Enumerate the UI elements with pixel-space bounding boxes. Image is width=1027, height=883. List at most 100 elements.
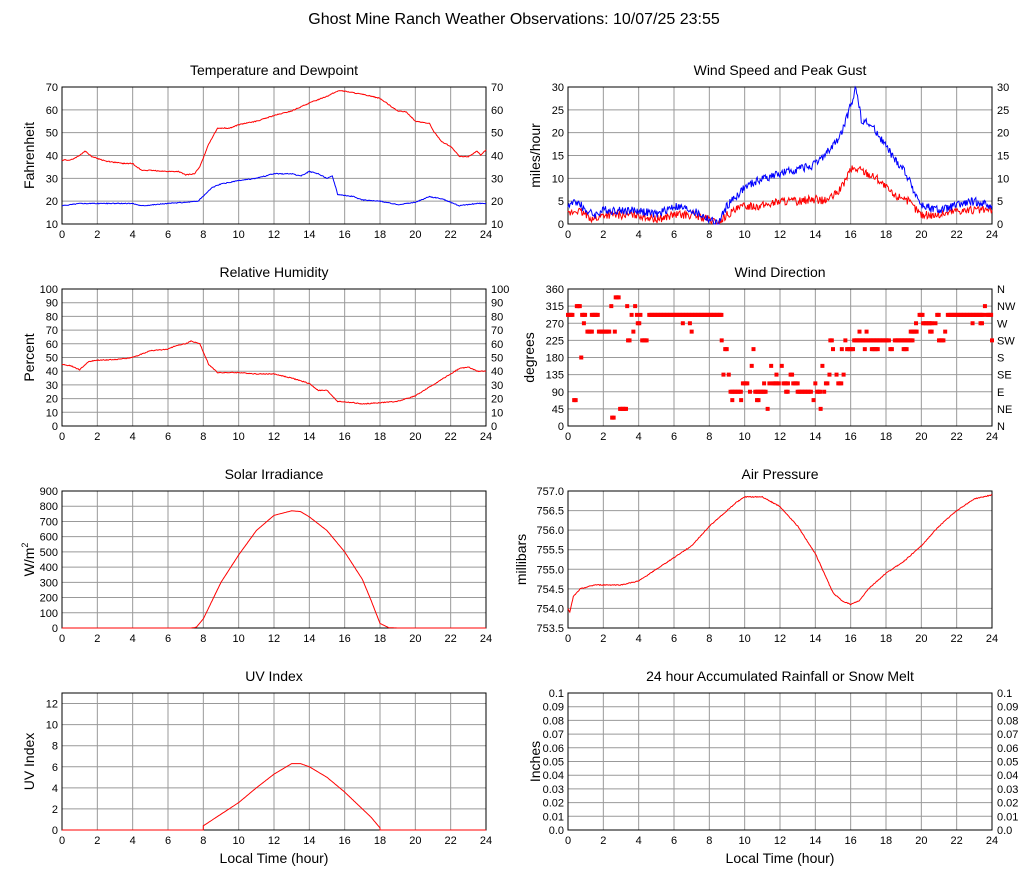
x-tick-label: 2 [94, 633, 100, 645]
direction-point [822, 389, 827, 394]
series-wind-speed [567, 165, 993, 225]
x-tick-label: 12 [268, 633, 280, 645]
direction-point [920, 312, 925, 317]
y-tick-label: 30 [46, 173, 58, 185]
series-dewpoint [61, 170, 487, 207]
x-tick-label: 4 [130, 835, 136, 847]
y-tick-label-right: SW [997, 335, 1015, 347]
y-tick-label: 0.08 [543, 715, 564, 727]
y-tick-label: 500 [40, 547, 58, 559]
direction-point [573, 398, 578, 403]
y-tick-label: 0.05 [543, 757, 564, 769]
x-tick-label: 4 [636, 633, 642, 645]
series-uv-index [62, 763, 486, 831]
x-axis-label: Local Time (hour) [726, 850, 835, 866]
y-tick-label: 40 [46, 366, 58, 378]
y-axis-label: degrees [521, 332, 537, 383]
y-tick-label-right: 20 [997, 128, 1009, 140]
y-tick-label: 20 [46, 196, 58, 208]
x-tick-label: 6 [165, 229, 171, 241]
y-tick-label: 0 [558, 421, 564, 433]
y-tick-label: 40 [46, 151, 58, 163]
y-tick-label: 360 [546, 284, 564, 296]
direction-point [982, 304, 987, 309]
plot-frame [61, 288, 487, 427]
y-tick-label: 755.5 [536, 545, 564, 557]
direction-point [719, 338, 724, 343]
direction-point [634, 312, 639, 317]
x-tick-label: 20 [409, 229, 421, 241]
y-tick-label-right: 0.06 [997, 743, 1018, 755]
x-tick-label: 0 [59, 431, 65, 443]
direction-point [979, 321, 984, 326]
x-tick-label: 2 [600, 633, 606, 645]
direction-point [818, 389, 823, 394]
x-tick-label: 6 [671, 633, 677, 645]
x-tick-label: 8 [706, 835, 712, 847]
x-tick-label: 6 [671, 229, 677, 241]
direction-point [825, 381, 830, 386]
y-tick-label-right: 60 [491, 105, 503, 117]
direction-point [910, 338, 915, 343]
direction-point [607, 329, 612, 334]
y-tick-label: 100 [40, 284, 58, 296]
direction-point [936, 312, 941, 317]
y-axis-label: UV Index [21, 733, 37, 791]
direction-point [827, 372, 832, 377]
x-tick-label: 22 [445, 633, 457, 645]
direction-point [637, 321, 642, 326]
y-tick-label-right: 0.07 [997, 729, 1018, 741]
direction-point [914, 321, 919, 326]
x-tick-label: 20 [915, 835, 927, 847]
x-tick-label: 4 [130, 229, 136, 241]
x-tick-label: 10 [739, 835, 751, 847]
direction-point [627, 338, 632, 343]
direction-point [739, 398, 744, 403]
direction-point [808, 389, 813, 394]
y-tick-label: 25 [552, 105, 564, 117]
y-tick-label: 70 [46, 82, 58, 94]
y-tick-label: 45 [552, 404, 564, 416]
y-tick-label-right: 10 [491, 219, 503, 231]
y-tick-label-right: NE [997, 404, 1012, 416]
x-tick-label: 10 [739, 431, 751, 443]
x-tick-label: 8 [706, 431, 712, 443]
y-tick-label-right: 0.09 [997, 702, 1018, 714]
x-tick-label: 18 [880, 835, 892, 847]
x-tick-label: 8 [706, 633, 712, 645]
direction-point [687, 321, 692, 326]
x-tick-label: 10 [233, 431, 245, 443]
direction-point [611, 415, 616, 420]
direction-point [829, 338, 834, 343]
y-tick-label: 200 [40, 593, 58, 605]
direction-point [631, 329, 636, 334]
y-tick-label-right: 0.04 [997, 770, 1018, 782]
y-tick-label: 30 [46, 380, 58, 392]
y-tick-label-right: N [997, 421, 1005, 433]
x-tick-label: 16 [339, 229, 351, 241]
x-tick-label: 10 [739, 633, 751, 645]
direction-point [745, 381, 750, 386]
direction-point [839, 381, 844, 386]
panel-title: Wind Speed and Peak Gust [694, 62, 867, 78]
plot-frame [61, 692, 487, 831]
x-tick-label: 14 [303, 633, 315, 645]
y-tick-label-right: 90 [491, 298, 503, 310]
series-solar-irradiance [62, 510, 486, 629]
x-tick-label: 16 [845, 229, 857, 241]
x-tick-label: 6 [165, 431, 171, 443]
x-tick-label: 12 [774, 835, 786, 847]
y-tick-label: 20 [552, 128, 564, 140]
y-axis-label: miles/hour [527, 123, 543, 188]
x-tick-label: 22 [445, 229, 457, 241]
x-tick-label: 6 [165, 633, 171, 645]
x-tick-label: 18 [374, 633, 386, 645]
y-tick-label-right: 50 [491, 128, 503, 140]
y-tick-label-right: 15 [997, 151, 1009, 163]
x-tick-label: 18 [880, 633, 892, 645]
direction-point [929, 321, 934, 326]
x-tick-label: 20 [409, 431, 421, 443]
